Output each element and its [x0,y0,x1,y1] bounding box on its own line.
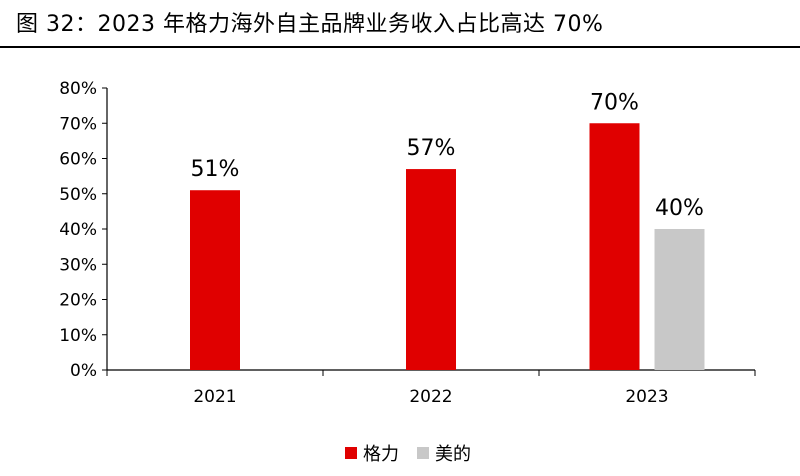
legend-swatch-gree [345,447,357,459]
y-tick-label: 60% [59,150,97,170]
bar-0-2021 [190,190,240,370]
bar-0-2022 [406,169,456,370]
y-tick-label: 20% [59,291,97,311]
y-tick-label: 30% [59,255,97,275]
legend-label-midea: 美的 [435,444,471,465]
y-tick-label: 10% [59,326,97,346]
legend: 格力 美的 [345,440,489,466]
legend-swatch-midea [417,447,429,459]
y-tick-label: 0% [70,361,97,381]
legend-item-gree: 格力 [345,440,399,466]
bar-0-2023 [589,123,640,370]
legend-label-gree: 格力 [363,444,399,465]
x-tick-label: 2022 [409,387,452,407]
y-tick-label: 50% [59,185,97,205]
legend-item-midea: 美的 [417,440,471,466]
title-underline [0,46,800,48]
y-tick-label: 80% [59,79,97,99]
x-tick-label: 2021 [193,387,236,407]
data-label-0-2022: 57% [407,136,456,161]
y-tick-label: 40% [59,220,97,240]
data-label-0-2021: 51% [191,157,240,182]
data-label-1-2023: 40% [655,196,704,221]
data-label-0-2023: 70% [590,90,639,115]
bar-1-2023 [654,229,705,370]
y-tick-label: 70% [59,114,97,134]
x-tick-label: 2023 [625,387,668,407]
chart-title: 图 32：2023 年格力海外自主品牌业务收入占比高达 70% [16,12,604,37]
